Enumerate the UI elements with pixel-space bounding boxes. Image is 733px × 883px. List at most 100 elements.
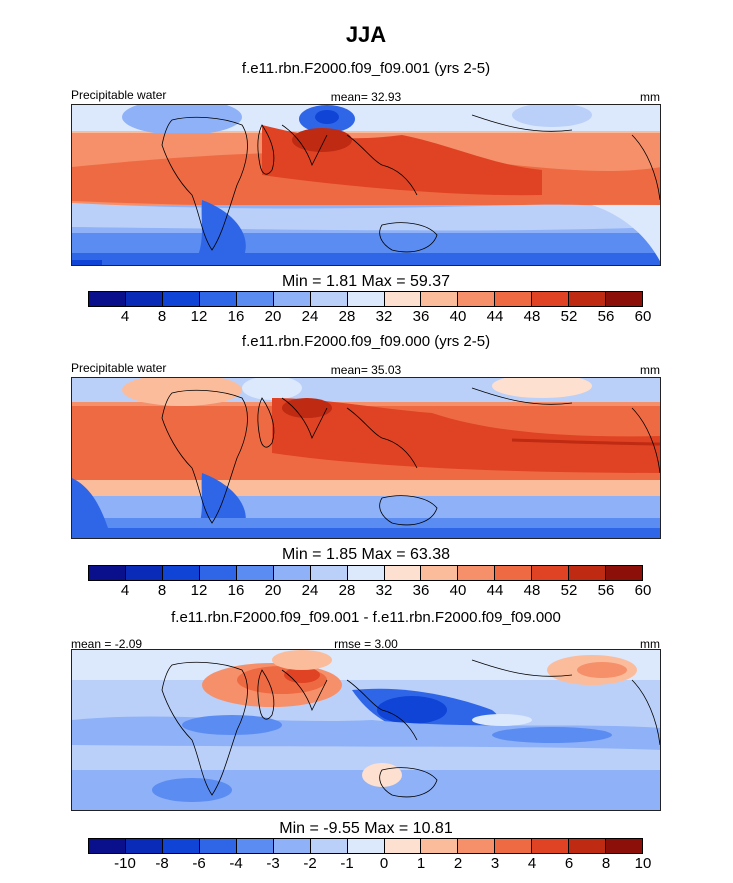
colorbar-tick-label: 60 bbox=[634, 582, 652, 599]
colorbar-swatch bbox=[458, 292, 496, 306]
colorbar-tick-label: 20 bbox=[264, 308, 282, 325]
panel-2-map-field bbox=[72, 378, 660, 538]
figure-title: JJA bbox=[345, 22, 387, 47]
colorbar-swatch bbox=[532, 292, 570, 306]
colorbar-swatch bbox=[495, 839, 533, 853]
colorbar-tick-label: 48 bbox=[523, 582, 541, 599]
colorbar-swatch bbox=[532, 566, 570, 580]
colorbar-swatch bbox=[569, 566, 607, 580]
colorbar-swatch bbox=[125, 292, 163, 306]
panel-2-units-label: mm bbox=[640, 363, 660, 377]
colorbar-tick-label: 16 bbox=[227, 582, 245, 599]
colorbar-tick-label: 56 bbox=[597, 582, 615, 599]
colorbar-swatch bbox=[458, 839, 496, 853]
colorbar-swatch bbox=[236, 566, 274, 580]
colorbar-swatch bbox=[495, 292, 533, 306]
colorbar-tick-label: -10 bbox=[114, 855, 136, 872]
colorbar-tick-label: 60 bbox=[634, 308, 652, 325]
panel-2-mean-label: mean= 35.03 bbox=[330, 363, 402, 377]
colorbar-tick-label: 0 bbox=[379, 855, 389, 872]
colorbar-tick-label: 8 bbox=[601, 855, 611, 872]
colorbar-tick-label: 24 bbox=[301, 582, 319, 599]
colorbar-tick-label: -8 bbox=[155, 855, 169, 872]
colorbar-tick-label: 52 bbox=[560, 582, 578, 599]
panel-3-colorbar-ticks: -10 -8 -6 -4 -3 -2 -1 0 1 2 3 4 6 8 10 bbox=[88, 855, 651, 873]
colorbar-tick-label: 20 bbox=[264, 582, 282, 599]
colorbar-swatch bbox=[384, 292, 422, 306]
colorbar-tick-label: 32 bbox=[375, 308, 393, 325]
colorbar-swatch bbox=[421, 839, 459, 853]
colorbar-tick-label: -2 bbox=[303, 855, 317, 872]
panel-1-units-label: mm bbox=[640, 90, 660, 104]
colorbar-tick-label: 24 bbox=[301, 308, 319, 325]
panel-3-units-label: mm bbox=[640, 637, 660, 651]
panel-3-min-max: Min = -9.55 Max = 10.81 bbox=[279, 820, 453, 837]
panel-2-colorbar-ticks: 4 8 12 16 20 24 28 32 36 40 44 48 52 56 60 bbox=[88, 582, 652, 600]
colorbar-swatch bbox=[421, 566, 459, 580]
colorbar-swatch bbox=[310, 566, 348, 580]
colorbar-swatch bbox=[162, 566, 200, 580]
panel-2-map bbox=[71, 377, 661, 539]
colorbar-tick-label: -6 bbox=[192, 855, 206, 872]
colorbar-tick-label: 3 bbox=[490, 855, 500, 872]
colorbar-tick-label: 36 bbox=[412, 582, 430, 599]
colorbar-swatch bbox=[199, 566, 237, 580]
colorbar-swatch bbox=[347, 566, 385, 580]
colorbar-swatch bbox=[236, 292, 274, 306]
colorbar-swatch bbox=[347, 292, 385, 306]
colorbar-tick-label: 2 bbox=[453, 855, 463, 872]
colorbar-tick-label: 12 bbox=[190, 582, 208, 599]
colorbar-tick-label: 6 bbox=[564, 855, 574, 872]
colorbar-swatch bbox=[421, 292, 459, 306]
colorbar-swatch bbox=[89, 292, 126, 306]
colorbar-tick-label: 52 bbox=[560, 308, 578, 325]
panel-1-mean-label: mean= 32.93 bbox=[330, 90, 402, 104]
colorbar-swatch bbox=[310, 292, 348, 306]
colorbar-swatch bbox=[347, 839, 385, 853]
colorbar-tick-label: 8 bbox=[157, 308, 167, 325]
panel-1-map bbox=[71, 104, 661, 266]
colorbar-tick-label: 44 bbox=[486, 308, 504, 325]
panel-1-colorbar-ticks: 4 8 12 16 20 24 28 32 36 40 44 48 52 56 60 bbox=[88, 308, 652, 326]
colorbar-tick-label: 44 bbox=[486, 582, 504, 599]
panel-2-variable-label: Precipitable water bbox=[71, 361, 167, 375]
panel-3-map-field bbox=[72, 650, 660, 810]
colorbar-swatch bbox=[273, 566, 311, 580]
colorbar-swatch bbox=[236, 839, 274, 853]
panel-2-min-max: Min = 1.85 Max = 63.38 bbox=[281, 546, 451, 563]
colorbar-swatch bbox=[384, 566, 422, 580]
colorbar-tick-label: 28 bbox=[338, 308, 356, 325]
panel-2-title: f.e11.rbn.F2000.f09_f09.000 (yrs 2-5) bbox=[241, 333, 491, 350]
colorbar-tick-label: 4 bbox=[120, 582, 130, 599]
colorbar-swatch bbox=[273, 292, 311, 306]
colorbar-swatch bbox=[162, 839, 200, 853]
panel-3-rmse-label: rmse = 3.00 bbox=[334, 637, 398, 651]
colorbar-swatch bbox=[606, 292, 643, 306]
panel-1-title: f.e11.rbn.F2000.f09_f09.001 (yrs 2-5) bbox=[241, 60, 491, 77]
colorbar-swatch bbox=[495, 566, 533, 580]
panel-1-map-field bbox=[72, 105, 660, 265]
colorbar-swatch bbox=[162, 292, 200, 306]
panel-3-title: f.e11.rbn.F2000.f09_f09.001 - f.e11.rbn.… bbox=[171, 609, 561, 626]
colorbar-tick-label: 48 bbox=[523, 308, 541, 325]
panel-1-colorbar bbox=[88, 291, 643, 307]
colorbar-swatch bbox=[384, 839, 422, 853]
colorbar-swatch bbox=[125, 839, 163, 853]
colorbar-tick-label: 4 bbox=[120, 308, 130, 325]
colorbar-swatch bbox=[199, 839, 237, 853]
colorbar-swatch bbox=[89, 566, 126, 580]
colorbar-tick-label: 4 bbox=[527, 855, 537, 872]
colorbar-tick-label: 40 bbox=[449, 582, 467, 599]
colorbar-tick-label: -4 bbox=[229, 855, 243, 872]
colorbar-tick-label: 36 bbox=[412, 308, 430, 325]
colorbar-swatch bbox=[569, 292, 607, 306]
colorbar-swatch bbox=[273, 839, 311, 853]
colorbar-tick-label: -3 bbox=[266, 855, 280, 872]
colorbar-swatch bbox=[569, 839, 607, 853]
colorbar-swatch bbox=[606, 839, 643, 853]
panel-3-mean-label: mean = -2.09 bbox=[71, 637, 143, 651]
colorbar-tick-label: 32 bbox=[375, 582, 393, 599]
colorbar-tick-label: 16 bbox=[227, 308, 245, 325]
panel-3-map bbox=[71, 649, 661, 811]
colorbar-tick-label: 40 bbox=[449, 308, 467, 325]
